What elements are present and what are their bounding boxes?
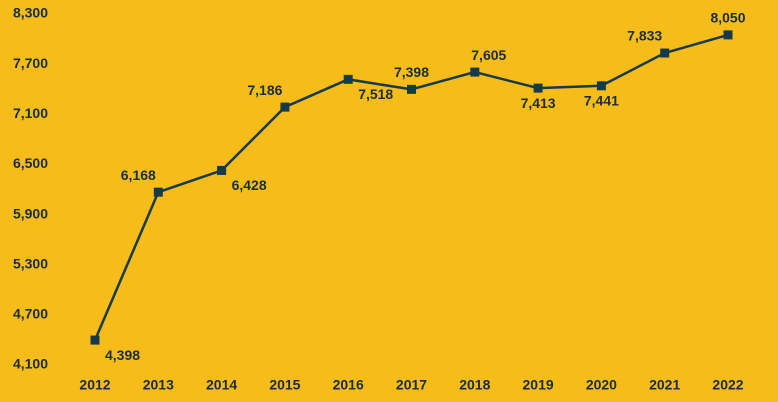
x-tick-label: 2017 <box>396 377 427 393</box>
x-tick-label: 2020 <box>586 377 617 393</box>
marker <box>470 67 480 77</box>
data-label: 7,186 <box>247 82 282 98</box>
data-label: 7,518 <box>358 86 393 102</box>
data-label: 7,398 <box>394 64 429 80</box>
x-tick-label: 2015 <box>269 377 300 393</box>
marker <box>343 74 353 84</box>
y-tick-label: 7,700 <box>13 55 48 71</box>
data-label: 6,168 <box>121 167 156 183</box>
marker <box>723 30 733 40</box>
data-label: 6,428 <box>232 177 267 193</box>
y-tick-label: 6,500 <box>13 155 48 171</box>
y-tick-label: 4,700 <box>13 306 48 322</box>
x-tick-label: 2019 <box>523 377 554 393</box>
marker <box>90 335 100 345</box>
y-tick-label: 8,300 <box>13 5 48 21</box>
data-label: 7,441 <box>584 92 619 108</box>
marker <box>153 187 163 197</box>
y-tick-label: 5,900 <box>13 205 48 221</box>
marker <box>660 48 670 58</box>
marker <box>596 81 606 91</box>
data-label: 8,050 <box>710 10 745 26</box>
data-label: 4,398 <box>105 347 140 363</box>
marker <box>280 102 290 112</box>
marker <box>407 84 416 94</box>
x-tick-label: 2022 <box>712 377 743 393</box>
x-tick-label: 2016 <box>333 377 364 393</box>
x-tick-label: 2018 <box>459 377 490 393</box>
marker <box>533 83 543 93</box>
data-label: 7,413 <box>521 95 556 111</box>
x-tick-label: 2013 <box>143 377 174 393</box>
y-tick-label: 4,100 <box>13 356 48 372</box>
y-tick-label: 7,100 <box>13 105 48 121</box>
x-tick-label: 2014 <box>206 377 237 393</box>
x-tick-label: 2021 <box>649 377 680 393</box>
data-label: 7,605 <box>471 47 506 63</box>
x-tick-label: 2012 <box>79 377 110 393</box>
data-label: 7,833 <box>627 28 662 44</box>
y-tick-label: 5,300 <box>13 255 48 271</box>
marker <box>217 165 227 175</box>
